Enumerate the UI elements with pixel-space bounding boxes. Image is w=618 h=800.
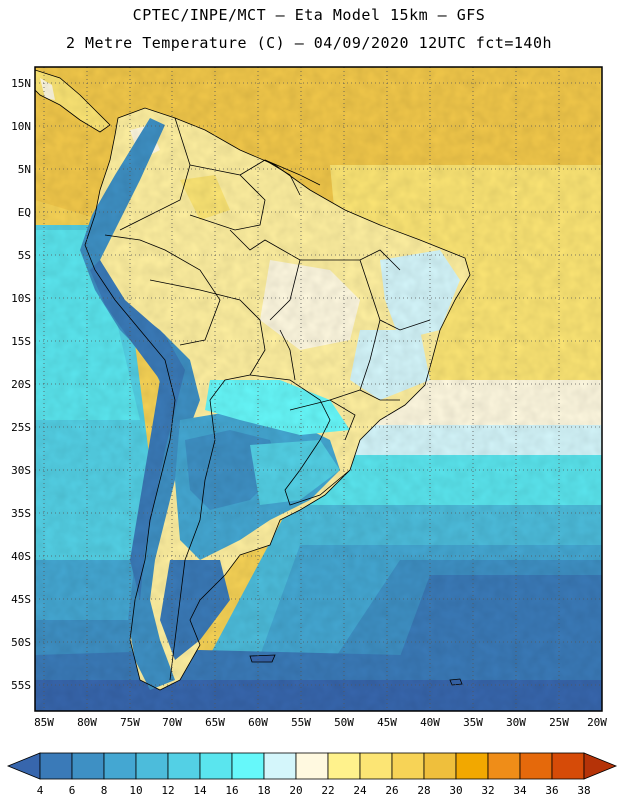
colorbar-label: 4 (37, 784, 44, 797)
lat-label: 10N (11, 120, 31, 133)
map-frame (34, 66, 603, 712)
title-line-1: CPTEC/INPE/MCT – Eta Model 15km – GFS (132, 6, 486, 24)
lon-label: 40W (420, 716, 440, 729)
colorbar (6, 752, 618, 780)
colorbar-swatch (487, 752, 521, 780)
lat-label: EQ (18, 206, 31, 219)
lon-label: 85W (34, 716, 54, 729)
lon-label: 30W (506, 716, 526, 729)
colorbar-swatch (263, 752, 297, 780)
colorbar-label: 28 (417, 784, 430, 797)
lat-label: 30S (11, 464, 31, 477)
colorbar-label: 14 (193, 784, 207, 797)
lat-label: 20S (11, 378, 31, 391)
lon-label: 70W (162, 716, 182, 729)
lon-label: 55W (291, 716, 311, 729)
colorbar-swatch (391, 752, 425, 780)
colorbar-high-arrow (583, 752, 618, 780)
lat-label: 50S (11, 636, 31, 649)
lat-label: 5S (18, 249, 31, 262)
lat-label: 40S (11, 550, 31, 563)
colorbar-label: 38 (577, 784, 590, 797)
lon-label: 60W (248, 716, 268, 729)
colorbar-label: 12 (161, 784, 174, 797)
lat-label: 15S (11, 335, 31, 348)
colorbar-label: 30 (449, 784, 462, 797)
lat-label: 25S (11, 421, 31, 434)
colorbar-labels: 4 6 8 10 12 14 16 18 20 22 24 26 28 30 3… (37, 784, 591, 797)
colorbar-label: 22 (321, 784, 334, 797)
map-field (35, 67, 602, 711)
lon-label: 25W (549, 716, 569, 729)
colorbar-label: 18 (257, 784, 270, 797)
lon-label: 65W (205, 716, 225, 729)
colorbar-swatch (71, 752, 105, 780)
colorbar-label: 32 (481, 784, 494, 797)
lat-label: 55S (11, 679, 31, 692)
longitude-labels: 85W 80W 75W 70W 65W 60W 55W 50W 45W 40W … (34, 716, 607, 729)
lat-label: 5N (18, 163, 31, 176)
colorbar-swatch (135, 752, 169, 780)
colorbar-swatch (423, 752, 457, 780)
colorbar-label: 34 (513, 784, 527, 797)
lon-label: 75W (120, 716, 140, 729)
colorbar-label: 26 (385, 784, 398, 797)
graticule (35, 67, 602, 711)
colorbar-swatch (455, 752, 489, 780)
colorbar-swatch (231, 752, 265, 780)
lon-label: 80W (77, 716, 97, 729)
colorbar-label: 10 (129, 784, 142, 797)
lon-label: 45W (377, 716, 397, 729)
colorbar-label: 16 (225, 784, 238, 797)
lon-label: 35W (463, 716, 483, 729)
lon-label: 50W (334, 716, 354, 729)
lat-label: 35S (11, 507, 31, 520)
coastlines (35, 69, 471, 691)
colorbar-swatch (519, 752, 553, 780)
lat-label: 45S (11, 593, 31, 606)
colorbar-swatch (39, 752, 73, 780)
colorbar-low-arrow (6, 752, 41, 780)
colorbar-swatch (295, 752, 329, 780)
lat-label: 15N (11, 77, 31, 90)
colorbar-label: 24 (353, 784, 367, 797)
title-line-2: 2 Metre Temperature (C) – 04/09/2020 12U… (65, 34, 553, 52)
colorbar-swatch (551, 752, 585, 780)
colorbar-swatch (167, 752, 201, 780)
colorbar-label: 20 (289, 784, 302, 797)
colorbar-label: 36 (545, 784, 558, 797)
colorbar-swatch (199, 752, 233, 780)
colorbar-swatch (327, 752, 361, 780)
colorbar-label: 6 (69, 784, 76, 797)
lon-label: 20W (587, 716, 607, 729)
latitude-labels: 15N 10N 5N EQ 5S 10S 15S 20S 25S 30S 35S… (11, 77, 31, 692)
lat-label: 10S (11, 292, 31, 305)
colorbar-swatch (103, 752, 137, 780)
colorbar-swatch (359, 752, 393, 780)
colorbar-label: 8 (101, 784, 108, 797)
